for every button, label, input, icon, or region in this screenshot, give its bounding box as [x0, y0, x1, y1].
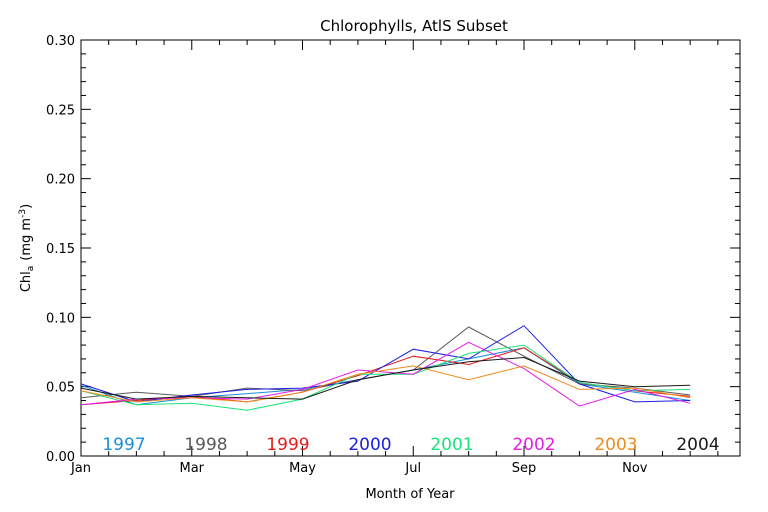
legend-label-2004: 2004 — [676, 435, 719, 455]
y-tick-label: 0.15 — [46, 242, 75, 257]
y-axis-label-units-close: ) — [19, 204, 34, 209]
series-line-1999 — [80, 347, 691, 406]
legend-label-2002: 2002 — [512, 435, 555, 455]
chart-title: Chlorophylls, AtlS Subset — [320, 17, 508, 35]
x-axis: Jan Mar May Jul Sep Nov — [70, 40, 719, 476]
legend-label-2003: 2003 — [594, 435, 637, 455]
legend-label-2001: 2001 — [430, 435, 473, 455]
series-line-2004 — [80, 356, 691, 400]
series-line-2003 — [80, 365, 691, 403]
y-axis-label-units: (mg m — [19, 218, 34, 261]
series-line-2000 — [80, 325, 691, 403]
y-tick-label: 0.05 — [46, 381, 75, 396]
series-line-1997 — [80, 347, 691, 406]
legend: 1997 1998 1999 2000 2001 2002 2003 2004 — [102, 435, 719, 455]
x-tick-label: Sep — [512, 461, 537, 476]
y-axis: 0.00 0.05 0.10 0.15 0.20 0.25 0.30 — [46, 34, 740, 465]
x-tick-label: Mar — [179, 461, 204, 476]
y-axis-label-main: Chl — [19, 271, 34, 292]
x-tick-label: Jul — [404, 461, 421, 476]
series-lines — [80, 325, 691, 411]
y-tick-label: 0.10 — [46, 311, 75, 326]
x-tick-label: May — [289, 461, 316, 476]
x-axis-label: Month of Year — [365, 487, 455, 502]
y-tick-label: 0.00 — [46, 450, 75, 465]
legend-label-2000: 2000 — [348, 435, 391, 455]
y-tick-label: 0.25 — [46, 103, 75, 118]
y-axis-label-superscript: -3 — [18, 209, 28, 218]
legend-label-1998: 1998 — [184, 435, 227, 455]
y-axis-label: Chla (mg m-3) — [18, 204, 36, 292]
x-tick-label: Nov — [622, 461, 648, 476]
y-tick-label: 0.20 — [46, 173, 75, 188]
legend-label-1999: 1999 — [266, 435, 309, 455]
y-axis-label-subscript: a — [26, 266, 36, 272]
series-line-2001 — [80, 344, 691, 411]
y-tick-label: 0.30 — [46, 34, 75, 49]
legend-label-1997: 1997 — [102, 435, 145, 455]
x-tick-label: Jan — [70, 461, 91, 476]
